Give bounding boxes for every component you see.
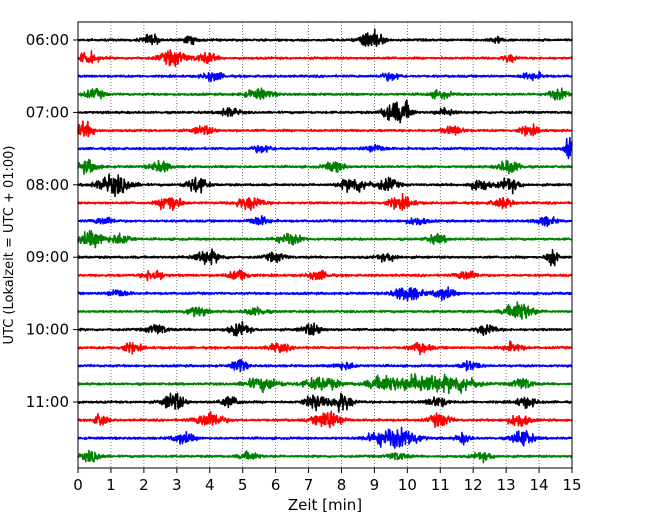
seismic-trace: [77, 71, 573, 83]
seismic-trace: [77, 99, 573, 124]
seismic-trace: [77, 49, 573, 68]
x-tick-label: 12: [464, 476, 483, 494]
seismic-trace: [77, 136, 573, 160]
y-axis-ticks: 06:00 07:00 08:00 09:00 10:00 11:00: [26, 31, 78, 411]
y-tick-label: 09:00: [26, 248, 69, 266]
y-tick-label: 07:00: [26, 103, 69, 121]
seismic-trace: [77, 120, 573, 138]
x-tick-label: 5: [238, 476, 248, 494]
seismic-trace: [77, 87, 573, 101]
seismic-trace: [77, 320, 573, 337]
x-axis-label: Zeit [min]: [288, 496, 362, 514]
seismic-trace: [77, 358, 573, 373]
seismic-trace: [77, 410, 573, 429]
x-tick-label: 3: [172, 476, 182, 494]
seismic-trace: [77, 158, 573, 176]
x-tick-label: 14: [530, 476, 549, 494]
y-tick-label: 08:00: [26, 176, 69, 194]
y-tick-label: 11:00: [26, 393, 69, 411]
seismic-trace: [77, 301, 573, 320]
seismic-trace: [77, 229, 573, 249]
seismic-trace: [77, 372, 573, 395]
x-tick-label: 15: [562, 476, 581, 494]
x-tick-label: 4: [205, 476, 215, 494]
seismic-trace: [77, 215, 573, 228]
x-tick-label: 1: [106, 476, 116, 494]
seismic-trace: [77, 392, 573, 413]
y-axis-label: UTC (Lokalzeit = UTC + 01:00): [2, 146, 17, 345]
x-tick-label: 13: [497, 476, 516, 494]
x-tick-label: 2: [139, 476, 149, 494]
seismic-trace: [77, 340, 573, 356]
seismic-traces: [77, 28, 573, 464]
seismic-trace: [77, 248, 573, 267]
y-tick-label: 06:00: [26, 31, 69, 49]
seismic-trace: [77, 192, 573, 212]
x-axis-ticks: 0 1 2 3 4 5 6 7 8 9 10 11 12 13 14 15: [73, 468, 582, 494]
x-tick-label: 10: [398, 476, 417, 494]
x-tick-label: 7: [304, 476, 314, 494]
seismic-trace: [77, 286, 573, 302]
seismic-trace: [77, 173, 573, 198]
x-tick-label: 6: [271, 476, 281, 494]
vertical-grid: [110, 22, 540, 468]
x-tick-label: 9: [370, 476, 380, 494]
seismic-trace: [77, 426, 573, 449]
plot-frame: [77, 21, 573, 469]
y-tick-label: 10:00: [26, 321, 69, 339]
x-tick-label: 0: [73, 476, 83, 494]
x-tick-label: 8: [337, 476, 347, 494]
seismic-trace: [77, 449, 573, 464]
x-tick-label: 11: [431, 476, 450, 494]
seismic-trace: [77, 28, 573, 47]
seismic-trace: [77, 269, 573, 282]
